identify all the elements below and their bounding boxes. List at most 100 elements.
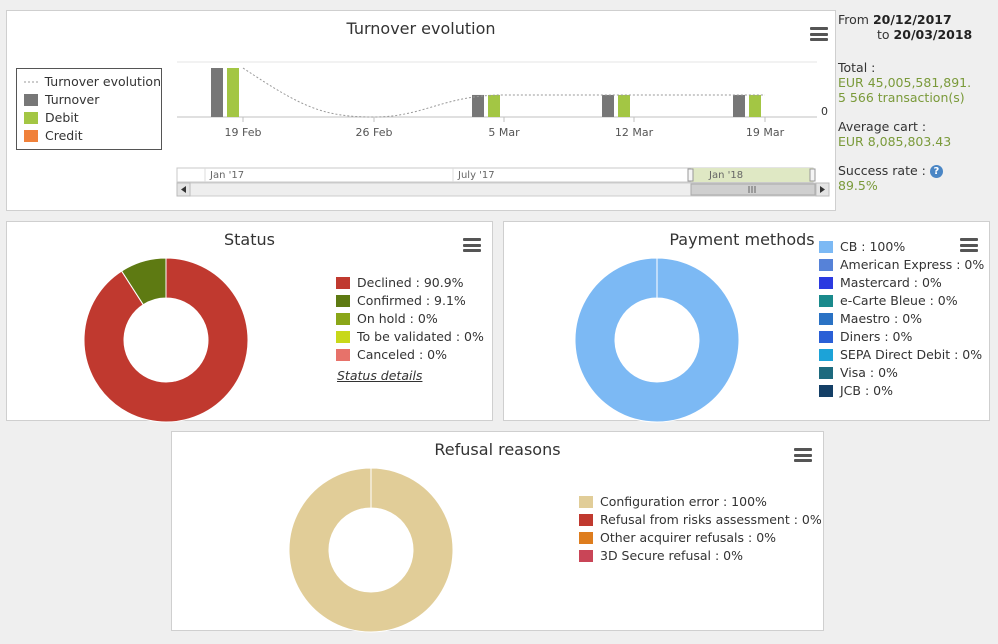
refusal-legend-item[interactable]: Refusal from risks assessment : 0% [579, 511, 822, 529]
turnover-panel: Turnover evolution Turnover evolution Tu… [6, 10, 836, 211]
bar[interactable] [488, 94, 500, 117]
payment-legend-item[interactable]: e-Carte Bleue : 0% [819, 292, 984, 310]
bar[interactable] [749, 94, 761, 117]
evolution-line [242, 67, 765, 118]
status-legend-item[interactable]: Canceled : 0% [336, 346, 484, 364]
date-from: From 20/12/2017 [838, 12, 952, 27]
refusal-title: Refusal reasons [434, 440, 561, 459]
refusal-legend-item[interactable]: Other acquirer refusals : 0% [579, 529, 822, 547]
payment-legend-swatch [819, 385, 833, 397]
status-details-link[interactable]: Status details [337, 368, 423, 383]
status-panel: Status Declined : 90.9% Confirmed : 9.1% O… [6, 221, 493, 423]
status-legend-item[interactable]: On hold : 0% [336, 310, 484, 328]
payment-legend-item[interactable]: SEPA Direct Debit : 0% [819, 346, 984, 364]
navigator-tick-1: July '17 [457, 170, 495, 181]
payment-legend-item[interactable]: Maestro : 0% [819, 310, 984, 328]
bar[interactable] [472, 94, 484, 117]
status-legend-label: Declined : 90.9% [357, 275, 464, 290]
payment-legend-item[interactable]: Diners : 0% [819, 328, 984, 346]
navigator-handle-right[interactable] [809, 168, 816, 182]
average-cart-label: Average cart : [838, 119, 927, 134]
stats-summary: From 20/12/2017 to 20/03/2018 Total : EU… [838, 12, 996, 193]
navigator-handle-left[interactable] [687, 168, 694, 182]
refusal-legend-item[interactable]: 3D Secure refusal : 0% [579, 547, 822, 565]
bar[interactable] [602, 94, 614, 117]
payment-legend-label: CB : 100% [840, 239, 906, 254]
turnover-menu-icon[interactable] [810, 27, 828, 41]
refusal-menu-icon[interactable] [794, 448, 812, 462]
legend-turnover[interactable]: Turnover [24, 91, 161, 109]
navigator-tick-0: Jan '17 [209, 170, 244, 181]
status-legend-item[interactable]: Declined : 90.9% [336, 274, 484, 292]
turnover-chart: 0 19 Feb 26 Feb 5 Mar 12 Mar 19 Mar Jan '17 … [176, 61, 830, 197]
refusal-legend-swatch [579, 532, 593, 544]
payment-legend-label: Mastercard : 0% [840, 275, 942, 290]
refusal-panel: Refusal reasons Configuration error : 10… [171, 431, 824, 633]
success-rate-value: 89.5% [838, 178, 878, 193]
legend-debit[interactable]: Debit [24, 109, 161, 127]
refusal-legend-swatch [579, 514, 593, 526]
refusal-legend: Configuration error : 100% Refusal from r… [579, 493, 822, 565]
refusal-legend-label: Other acquirer refusals : 0% [600, 530, 777, 545]
swatch-credit [24, 130, 38, 142]
pie-slice[interactable] [288, 467, 454, 633]
payment-legend-item[interactable]: Visa : 0% [819, 364, 984, 382]
payment-legend-label: Diners : 0% [840, 329, 913, 344]
average-cart-value: EUR 8,085,803.43 [838, 134, 952, 149]
payment-legend-swatch [819, 367, 833, 379]
payment-legend-label: Maestro : 0% [840, 311, 923, 326]
swatch-turnover [24, 94, 38, 106]
payment-legend-swatch [819, 277, 833, 289]
legend-turnover-evolution[interactable]: Turnover evolution [24, 73, 161, 91]
x-tick-label: 5 Mar [488, 126, 520, 139]
payment-legend-swatch [819, 331, 833, 343]
bar[interactable] [211, 68, 223, 117]
success-rate-label: Success rate : ? [838, 163, 996, 178]
status-legend-swatch [336, 349, 350, 361]
transaction-count: 5 566 transaction(s) [838, 90, 965, 105]
dashed-line-icon [24, 81, 39, 83]
turnover-title: Turnover evolution [346, 19, 496, 38]
status-legend-item[interactable]: To be validated : 0% [336, 328, 484, 346]
status-legend-item[interactable]: Confirmed : 9.1% [336, 292, 484, 310]
payment-legend-swatch [819, 349, 833, 361]
swatch-debit [24, 112, 38, 124]
turnover-legend: Turnover evolution Turnover Debit Credit [16, 68, 162, 150]
payment-legend-label: American Express : 0% [840, 257, 985, 272]
pie-slice[interactable] [83, 257, 249, 423]
status-legend-swatch [336, 295, 350, 307]
payment-menu-icon[interactable] [960, 238, 978, 252]
payment-legend-swatch [819, 295, 833, 307]
pie-slice[interactable] [574, 257, 740, 423]
date-to: to 20/03/2018 [877, 27, 973, 42]
help-icon[interactable]: ? [929, 165, 943, 178]
payment-legend-swatch [819, 241, 833, 253]
payment-legend: CB : 100% American Express : 0% Mastercard… [819, 238, 984, 400]
total-label: Total : [838, 60, 876, 75]
payment-legend-item[interactable]: CB : 100% [819, 238, 984, 256]
payment-legend-item[interactable]: JCB : 0% [819, 382, 984, 400]
payment-legend-item[interactable]: Mastercard : 0% [819, 274, 984, 292]
refusal-legend-label: Refusal from risks assessment : 0% [600, 512, 822, 527]
payment-legend-item[interactable]: American Express : 0% [819, 256, 984, 274]
status-legend-label: On hold : 0% [357, 311, 438, 326]
refusal-legend-item[interactable]: Configuration error : 100% [579, 493, 822, 511]
legend-credit[interactable]: Credit [24, 127, 161, 145]
payment-donut [574, 257, 740, 423]
bar[interactable] [618, 94, 630, 117]
arrow-right-icon [820, 186, 825, 193]
status-donut [83, 257, 249, 423]
total-amount: EUR 45,005,581,891. [838, 75, 972, 90]
refusal-legend-label: 3D Secure refusal : 0% [600, 548, 744, 563]
pie-slice[interactable] [120, 257, 167, 306]
status-legend-label: Confirmed : 9.1% [357, 293, 466, 308]
bar[interactable] [733, 94, 745, 117]
payment-legend-label: e-Carte Bleue : 0% [840, 293, 958, 308]
status-legend-swatch [336, 331, 350, 343]
scrollbar-thumb[interactable] [690, 183, 816, 196]
bar[interactable] [227, 68, 239, 117]
status-menu-icon[interactable] [463, 238, 481, 252]
navigator-selection[interactable] [691, 168, 813, 182]
payment-legend-swatch [819, 259, 833, 271]
status-legend-swatch [336, 277, 350, 289]
